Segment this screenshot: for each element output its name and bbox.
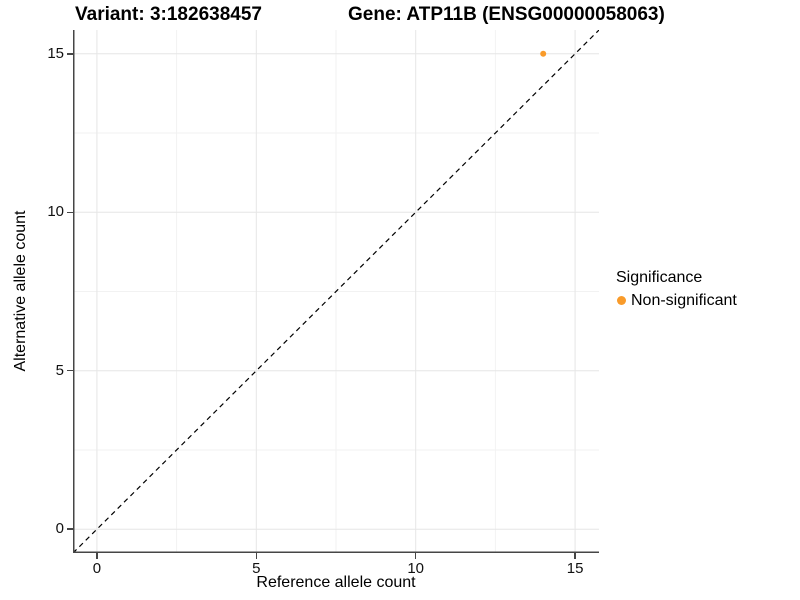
- x-tick-mark: [255, 553, 258, 559]
- y-tick-label: 10: [47, 203, 64, 221]
- y-tick-mark: [67, 211, 73, 213]
- legend-point-icon: [617, 296, 626, 305]
- x-axis-title: Reference allele count: [256, 574, 416, 591]
- y-axis-title: Alternative allele count: [12, 210, 29, 372]
- y-tick-label: 5: [55, 361, 64, 379]
- plot-title-gene: Gene: ATP11B (ENSG00000058063): [348, 4, 665, 25]
- data-point: [540, 50, 547, 57]
- legend-title: Significance: [616, 269, 703, 286]
- y-tick-label: 15: [47, 44, 64, 62]
- y-tick-mark: [67, 528, 73, 530]
- legend: Significance Non-significant: [616, 267, 737, 311]
- x-tick-mark: [574, 553, 576, 559]
- plot-panel: [73, 30, 599, 553]
- legend-item: Non-significant: [616, 290, 737, 311]
- y-tick-label: 0: [55, 520, 64, 538]
- y-tick-mark: [67, 369, 73, 372]
- x-tick-label: 0: [92, 560, 102, 577]
- x-tick-label: 5: [252, 560, 261, 577]
- x-tick-label: 10: [407, 560, 425, 577]
- identity-line: [73, 30, 599, 553]
- x-tick-mark: [96, 553, 98, 559]
- x-tick-mark: [414, 553, 417, 559]
- plot-title-variant: Variant: 3:182638457: [75, 4, 262, 25]
- y-tick-mark: [67, 53, 73, 55]
- legend-item-label: Non-significant: [631, 292, 737, 309]
- plot-canvas: [73, 30, 599, 553]
- x-tick-label: 15: [566, 560, 584, 577]
